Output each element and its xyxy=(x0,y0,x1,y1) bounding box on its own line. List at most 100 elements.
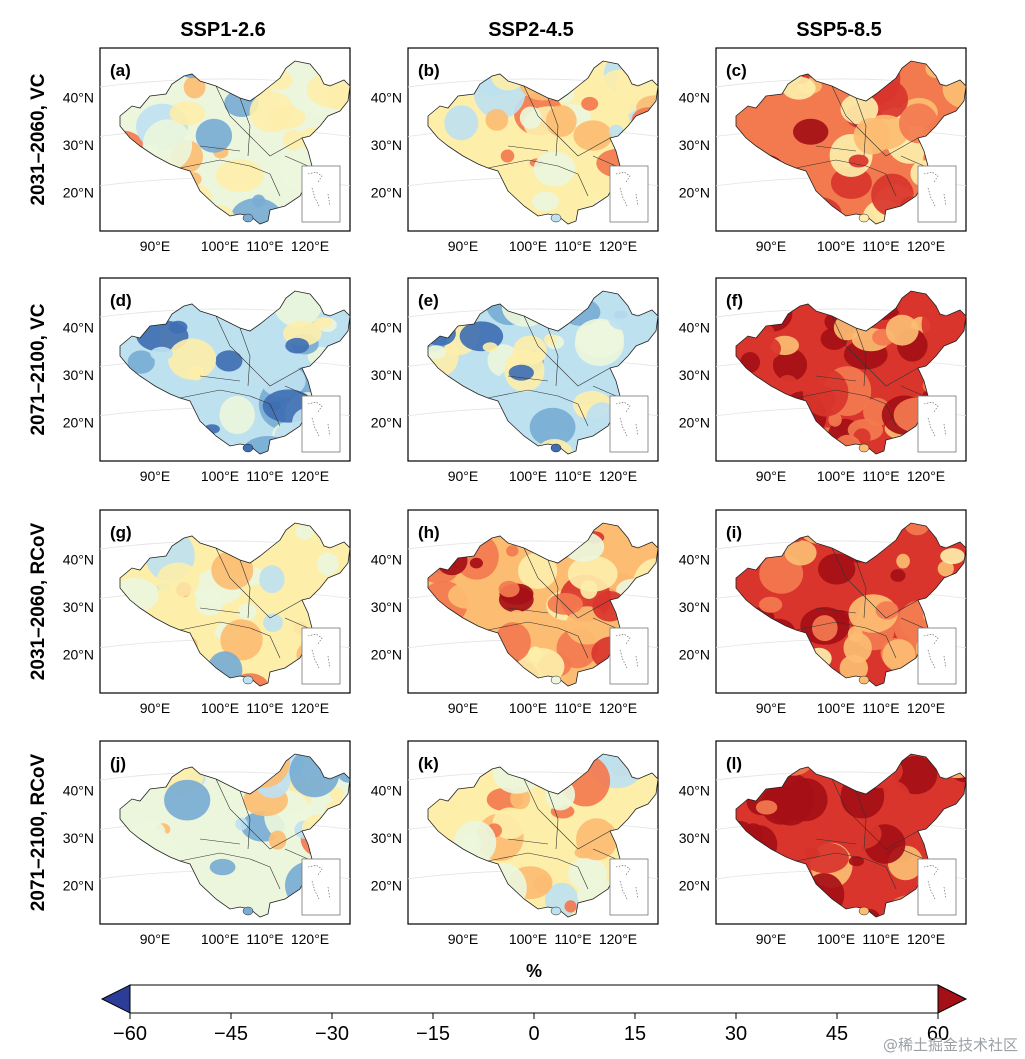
field-blob xyxy=(252,194,266,208)
field-blob xyxy=(272,291,323,328)
x-tick-label: 90°E xyxy=(140,468,171,484)
inset-lines xyxy=(615,401,639,437)
panel-label: (b) xyxy=(418,61,440,80)
field-blob xyxy=(581,96,599,111)
y-tick-label: 20°N xyxy=(679,878,710,894)
panel-label: (f) xyxy=(726,291,743,310)
y-tick-label: 40°N xyxy=(371,89,402,105)
province-boundary xyxy=(523,778,611,850)
field-blob xyxy=(759,553,804,594)
panel-label: (k) xyxy=(418,754,439,773)
field-blob xyxy=(839,818,882,850)
hainan-island xyxy=(550,675,562,685)
x-tick-label: 120°E xyxy=(599,468,637,484)
map-panel: (l) 40°N 30°N 20°N 90°E 100°E 110°E 120°E xyxy=(679,740,967,947)
y-tick-label: 30°N xyxy=(679,599,710,615)
inset-lines xyxy=(923,171,947,207)
province-boundary xyxy=(487,621,579,637)
y-tick-label: 20°N xyxy=(63,185,94,201)
field-blob xyxy=(519,106,542,129)
field-blob xyxy=(573,120,613,151)
field-blob xyxy=(313,317,332,329)
y-tick-label: 30°N xyxy=(679,137,710,153)
field-blob xyxy=(896,295,926,317)
x-tick-label: 100°E xyxy=(201,238,239,254)
province-boundary xyxy=(179,159,271,175)
field-blob xyxy=(220,619,263,661)
field-blob xyxy=(238,603,257,621)
field-blob xyxy=(209,858,236,876)
field-blob xyxy=(329,786,344,800)
colorbar-tick-label: −15 xyxy=(416,1023,450,1045)
province-boundary xyxy=(815,607,857,614)
x-tick-label: 100°E xyxy=(509,700,547,716)
y-tick-label: 30°N xyxy=(63,599,94,615)
inset-lines xyxy=(923,633,947,669)
province-boundary xyxy=(179,389,271,405)
china-outline xyxy=(427,753,659,918)
y-tick-label: 20°N xyxy=(371,878,402,894)
province-boundary xyxy=(284,848,309,860)
field-blob xyxy=(168,338,217,380)
field-blob xyxy=(215,350,243,372)
field-blob xyxy=(469,557,483,569)
row-label: 2071–2100, RCoV xyxy=(28,753,49,911)
south-china-sea-inset xyxy=(301,858,341,916)
panel-label: (g) xyxy=(110,523,132,542)
y-tick-label: 40°N xyxy=(63,551,94,567)
x-tick-label: 90°E xyxy=(756,931,787,947)
field-blob xyxy=(518,552,558,589)
province-boundary xyxy=(885,635,897,659)
south-china-sea-inset xyxy=(609,165,649,223)
map-panel: (k) 40°N 30°N 20°N 90°E 100°E 110°E 120°E xyxy=(371,740,659,947)
x-tick-label: 100°E xyxy=(509,468,547,484)
china-outline xyxy=(427,522,659,687)
field-blob xyxy=(268,830,287,850)
province-boundary xyxy=(215,547,303,619)
x-tick-label: 90°E xyxy=(448,931,479,947)
field-blob xyxy=(828,412,842,427)
x-tick-label: 120°E xyxy=(907,700,945,716)
field-blob xyxy=(482,342,498,352)
inset-lines xyxy=(307,171,331,207)
y-tick-label: 20°N xyxy=(371,647,402,663)
province-boundary xyxy=(855,559,867,619)
x-tick-label: 90°E xyxy=(756,700,787,716)
field-blob xyxy=(793,118,829,145)
hainan-island xyxy=(858,675,870,685)
field-blob xyxy=(531,191,559,212)
field-blob xyxy=(848,154,869,168)
field-blob xyxy=(156,562,200,598)
field-blob xyxy=(444,105,479,141)
field-blob xyxy=(169,101,206,126)
field-blob xyxy=(235,817,248,831)
x-tick-label: 110°E xyxy=(862,700,899,716)
x-tick-label: 90°E xyxy=(140,700,171,716)
field-blob xyxy=(529,407,576,447)
x-tick-label: 110°E xyxy=(554,238,591,254)
province-boundary xyxy=(487,852,579,868)
field-blob xyxy=(885,314,919,346)
field-blob xyxy=(890,569,906,582)
y-tick-label: 30°N xyxy=(63,137,94,153)
inset-lines xyxy=(615,864,639,900)
x-tick-label: 100°E xyxy=(817,700,855,716)
province-boundary xyxy=(795,159,887,175)
y-tick-label: 20°N xyxy=(63,415,94,431)
province-boundary xyxy=(284,617,309,629)
hainan-island xyxy=(550,906,562,916)
colorbar-label: % xyxy=(526,961,542,981)
row-label: 2071–2100, VC xyxy=(28,303,49,435)
province-boundary xyxy=(855,790,867,850)
y-tick-label: 30°N xyxy=(63,830,94,846)
field-blob xyxy=(575,318,624,358)
x-tick-label: 100°E xyxy=(201,468,239,484)
panel-label: (i) xyxy=(726,523,742,542)
field-blob xyxy=(607,302,634,330)
field-blob xyxy=(802,368,849,417)
china-outline xyxy=(735,290,967,455)
panel-label: (l) xyxy=(726,754,742,773)
y-tick-label: 40°N xyxy=(371,551,402,567)
x-tick-label: 120°E xyxy=(907,468,945,484)
